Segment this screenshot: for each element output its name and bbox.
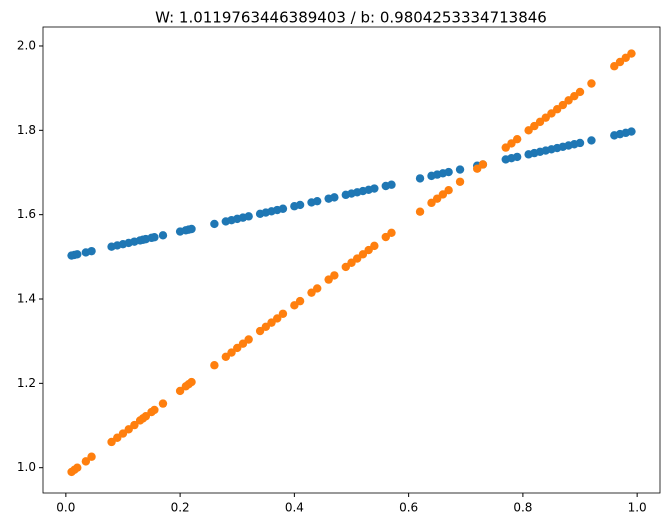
point — [158, 231, 168, 240]
point — [278, 204, 288, 213]
point — [81, 457, 91, 466]
chart-title: W: 1.0119763446389403 / b: 0.98042533347… — [155, 9, 547, 27]
point — [87, 452, 96, 461]
point — [227, 348, 236, 357]
point — [512, 134, 522, 144]
point — [415, 174, 425, 183]
x-tick-label: 0.2 — [171, 501, 190, 515]
point — [295, 200, 305, 210]
point — [370, 241, 379, 251]
point — [210, 219, 219, 229]
point — [278, 309, 288, 318]
point — [313, 196, 322, 206]
x-tick-label: 0.0 — [56, 501, 75, 515]
x-tick-label: 1.0 — [628, 501, 647, 515]
x-tick-label: 0.4 — [285, 501, 304, 515]
point — [244, 335, 253, 344]
point — [295, 296, 305, 306]
point — [387, 228, 396, 237]
point — [210, 361, 219, 370]
y-tick-label: 1.0 — [17, 460, 36, 474]
point — [175, 386, 185, 396]
point — [73, 463, 82, 472]
point — [158, 399, 168, 408]
point — [150, 233, 159, 242]
point — [478, 160, 488, 169]
point — [627, 127, 636, 136]
point — [273, 314, 282, 323]
point — [187, 377, 196, 387]
x-tick-label: 0.8 — [513, 501, 532, 515]
point — [313, 284, 322, 293]
point — [370, 184, 379, 193]
plot-frame — [42, 26, 661, 494]
point — [558, 100, 568, 110]
point — [130, 420, 139, 430]
point — [575, 138, 585, 148]
point — [73, 250, 82, 259]
point — [87, 246, 96, 256]
point — [150, 405, 159, 415]
point — [575, 87, 585, 97]
point — [455, 165, 465, 174]
y-tick-label: 1.2 — [17, 376, 36, 390]
point — [587, 136, 596, 145]
x-tick-label: 0.6 — [399, 501, 418, 515]
point — [444, 186, 453, 195]
point — [444, 167, 453, 177]
y-tick-label: 1.8 — [17, 123, 36, 137]
point — [330, 271, 339, 280]
y-tick-label: 1.4 — [17, 292, 36, 306]
point — [415, 207, 425, 216]
point — [587, 79, 596, 88]
point — [455, 177, 465, 186]
point — [627, 49, 636, 58]
y-tick-label: 1.6 — [17, 207, 36, 221]
point — [187, 224, 196, 234]
point — [387, 180, 396, 189]
point — [244, 212, 253, 221]
point — [330, 193, 339, 202]
y-tick-label: 2.0 — [17, 38, 36, 52]
point — [512, 152, 522, 162]
